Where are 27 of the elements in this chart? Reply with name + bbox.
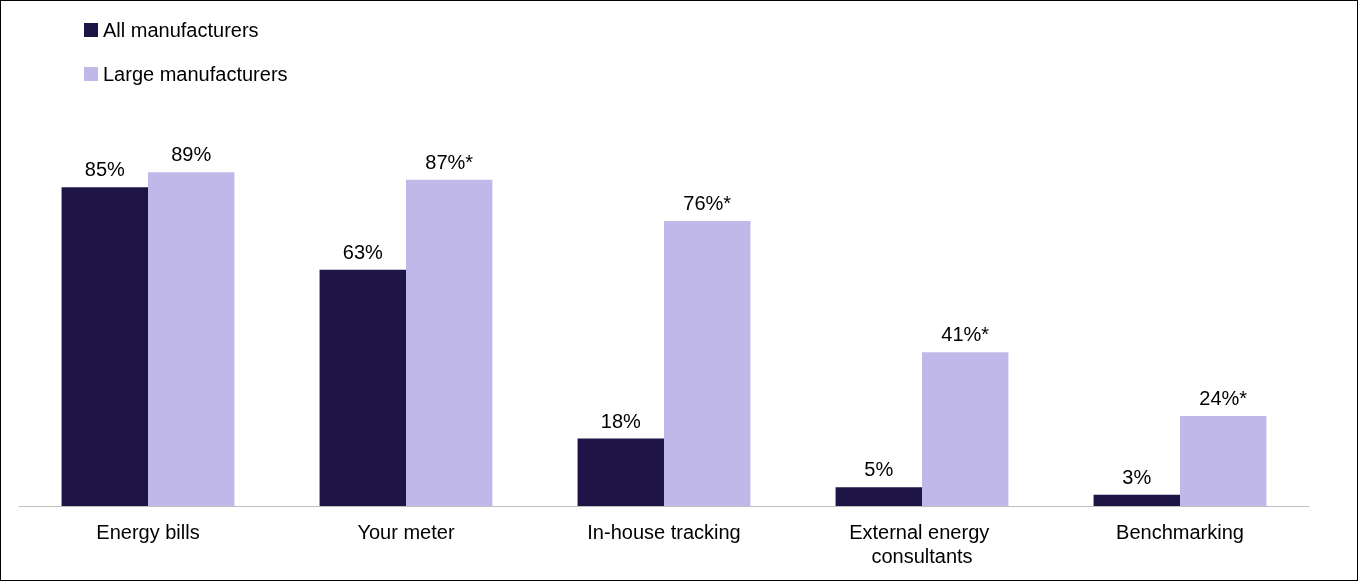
bar [835,487,922,506]
data-label: 24%* [1199,387,1248,409]
bar [664,221,751,506]
legend-label: All manufacturers [103,19,259,41]
data-label: 3% [1122,465,1152,488]
x-tick-label: In-house tracking [587,521,741,543]
bar [1180,416,1267,506]
data-label: 76%* [683,192,732,214]
x-tick-label: Energy bills [96,521,200,543]
legend-label: Large manufacturers [103,63,288,85]
data-label: 89% [171,143,212,166]
x-tick-label: Benchmarking [1116,521,1244,543]
x-tick-label: External energy consultants [849,521,995,567]
x-tick-label: Your meter [357,521,455,543]
bar [577,438,664,506]
bar [1093,494,1180,506]
data-label: 85% [84,158,126,181]
bar [319,269,406,506]
data-label: 63% [342,240,384,263]
bar [922,352,1009,506]
bar [61,187,148,506]
data-label: 5% [864,458,894,481]
data-label: 41%* [941,323,990,346]
bar [406,179,493,506]
data-label: 87%* [425,150,474,173]
data-label: 18% [600,409,642,432]
bar [148,172,235,506]
